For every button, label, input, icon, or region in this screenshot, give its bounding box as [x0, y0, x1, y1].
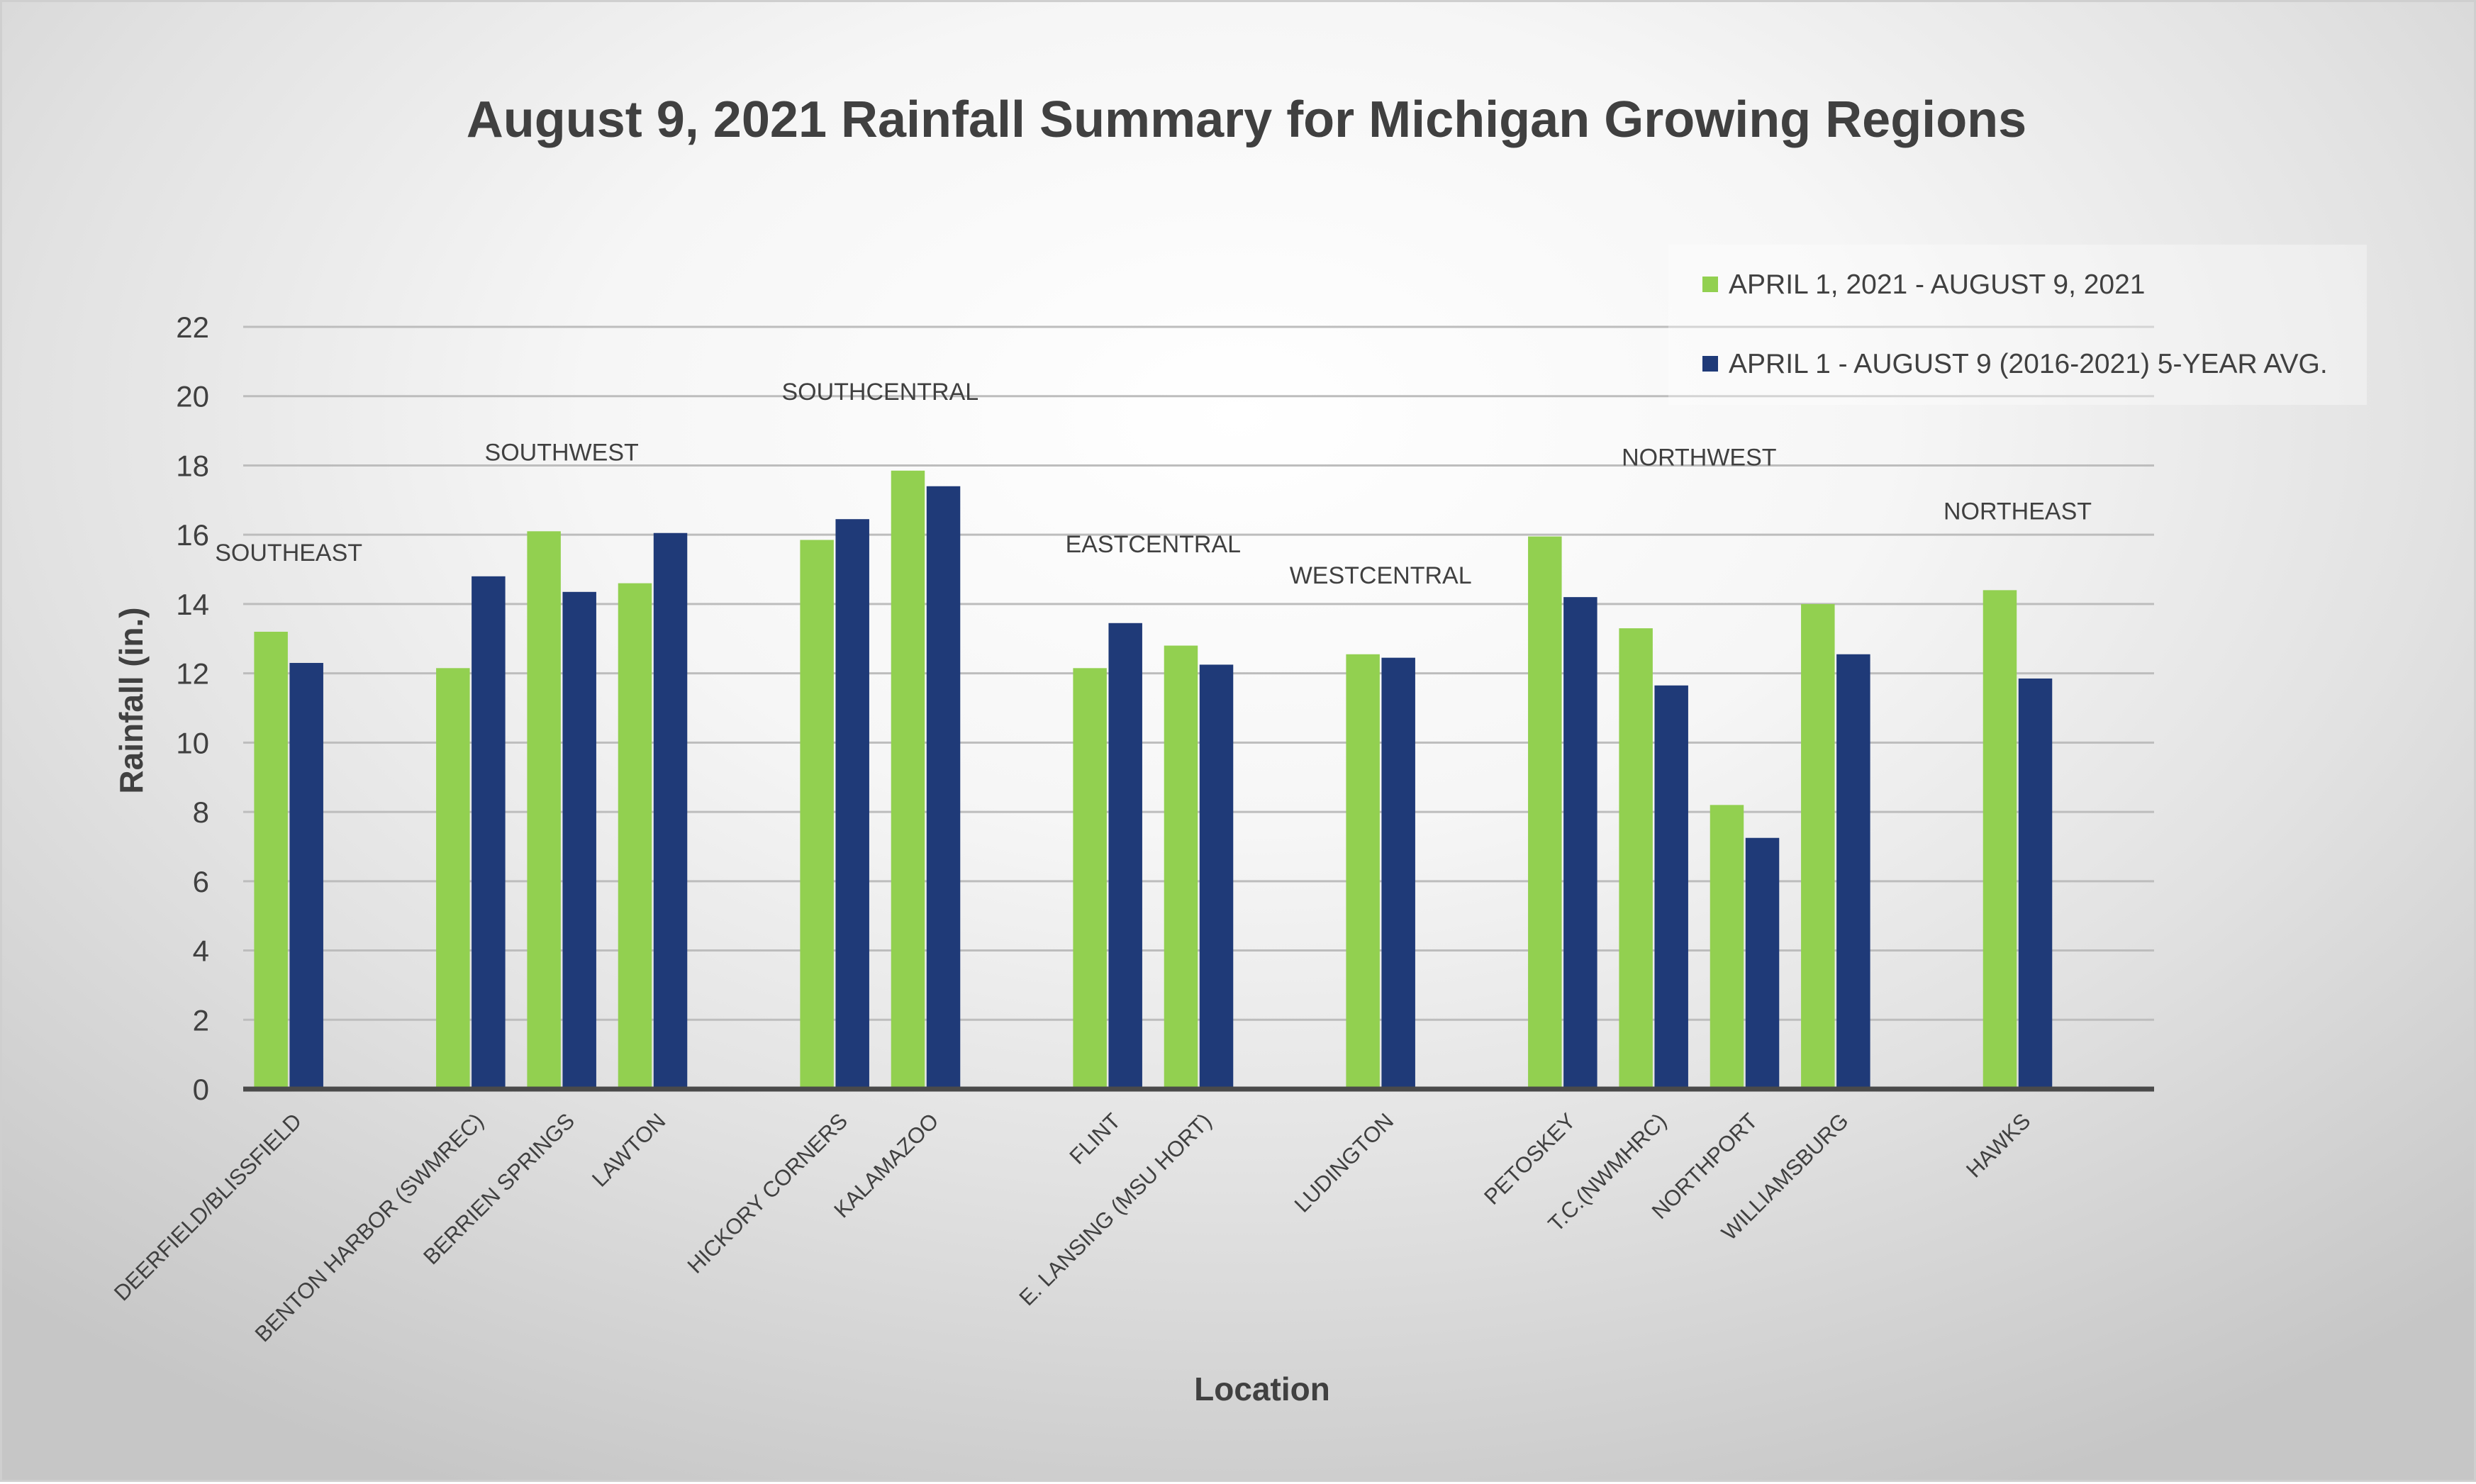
bar-5yr-avg-6 — [1108, 623, 1142, 1089]
region-label: NORTHWEST — [1622, 445, 1776, 472]
bar-2021-1 — [436, 668, 470, 1089]
bar-5yr-avg-9 — [1563, 597, 1597, 1089]
region-label: NORTHEAST — [1944, 498, 2092, 525]
region-label: SOUTHCENTRAL — [781, 379, 978, 406]
legend-background — [1668, 245, 2367, 405]
bar-2021-4 — [800, 540, 834, 1089]
x-axis-title: Location — [1194, 1371, 1330, 1407]
x-tick-label: FLINT — [1064, 1108, 1125, 1169]
y-tick-label: 16 — [176, 518, 209, 552]
region-label: SOUTHEAST — [215, 540, 362, 567]
x-tick-label: E. LANSING (MSU HORT) — [1014, 1108, 1216, 1310]
bar-2021-6 — [1073, 668, 1107, 1089]
bar-2021-8 — [1346, 654, 1380, 1089]
x-tick-label: PETOSKEY — [1479, 1108, 1580, 1210]
bar-5yr-avg-3 — [653, 532, 688, 1089]
bar-5yr-avg-10 — [1654, 685, 1688, 1089]
bar-2021-11 — [1710, 805, 1744, 1089]
bar-5yr-avg-12 — [1836, 654, 1870, 1089]
bar-5yr-avg-8 — [1381, 657, 1415, 1089]
legend: APRIL 1, 2021 - AUGUST 9, 2021 APRIL 1 -… — [1668, 245, 2367, 405]
bar-2021-10 — [1619, 628, 1653, 1089]
x-tick-label: LUDINGTON — [1290, 1108, 1398, 1217]
y-tick-label: 22 — [176, 311, 209, 344]
y-tick-label: 2 — [193, 1003, 209, 1037]
x-tick-label: BERRIEN SPRINGS — [418, 1108, 579, 1269]
gridlines — [243, 325, 2154, 1021]
y-axis-ticks: 0 2 4 6 8 10 12 14 16 18 20 22 — [176, 311, 209, 1106]
y-tick-label: 8 — [193, 796, 209, 829]
legend-label-2021: APRIL 1, 2021 - AUGUST 9, 2021 — [1729, 269, 2146, 300]
y-tick-label: 20 — [176, 380, 209, 413]
bar-2021-7 — [1164, 645, 1198, 1089]
bar-5yr-avg-13 — [2018, 678, 2053, 1089]
bars — [254, 470, 2053, 1089]
y-tick-label: 18 — [176, 449, 209, 482]
bar-2021-2 — [527, 531, 561, 1089]
region-labels: SOUTHEAST SOUTHWEST SOUTHCENTRAL EASTCENTRA… — [215, 379, 2092, 589]
bar-2021-13 — [1983, 590, 2017, 1089]
bar-2021-0 — [254, 632, 288, 1089]
region-label: SOUTHWEST — [485, 439, 639, 466]
y-tick-label: 0 — [193, 1073, 209, 1106]
legend-swatch-green — [1702, 277, 1718, 292]
bar-5yr-avg-2 — [562, 591, 596, 1089]
x-tick-label: DEERFIELD/BLISSFIELD — [109, 1108, 306, 1305]
y-tick-label: 12 — [176, 657, 209, 691]
legend-label-5yr-avg: APRIL 1 - AUGUST 9 (2016-2021) 5-YEAR AV… — [1729, 349, 2328, 379]
y-tick-label: 14 — [176, 588, 209, 621]
region-label: EASTCENTRAL — [1066, 531, 1242, 558]
bar-2021-3 — [618, 583, 652, 1089]
bar-5yr-avg-0 — [289, 662, 323, 1089]
bar-2021-9 — [1528, 536, 1562, 1089]
y-tick-label: 4 — [193, 935, 209, 968]
bar-5yr-avg-1 — [472, 576, 506, 1089]
legend-swatch-navy — [1702, 356, 1718, 372]
y-axis-title: Rainfall (in.) — [113, 607, 150, 793]
x-tick-label: HAWKS — [1961, 1108, 2035, 1182]
x-tick-label: HICKORY CORNERS — [683, 1108, 853, 1278]
bar-5yr-avg-11 — [1745, 837, 1780, 1089]
bar-2021-12 — [1801, 603, 1835, 1089]
x-tick-label: LAWTON — [587, 1108, 670, 1191]
bar-2021-5 — [891, 470, 925, 1089]
bar-5yr-avg-4 — [835, 519, 869, 1089]
region-label: WESTCENTRAL — [1290, 562, 1472, 589]
bar-5yr-avg-5 — [926, 486, 961, 1089]
chart-title: August 9, 2021 Rainfall Summary for Mich… — [467, 91, 2026, 148]
bar-5yr-avg-7 — [1199, 664, 1234, 1089]
y-tick-label: 10 — [176, 726, 209, 759]
y-tick-label: 6 — [193, 865, 209, 898]
